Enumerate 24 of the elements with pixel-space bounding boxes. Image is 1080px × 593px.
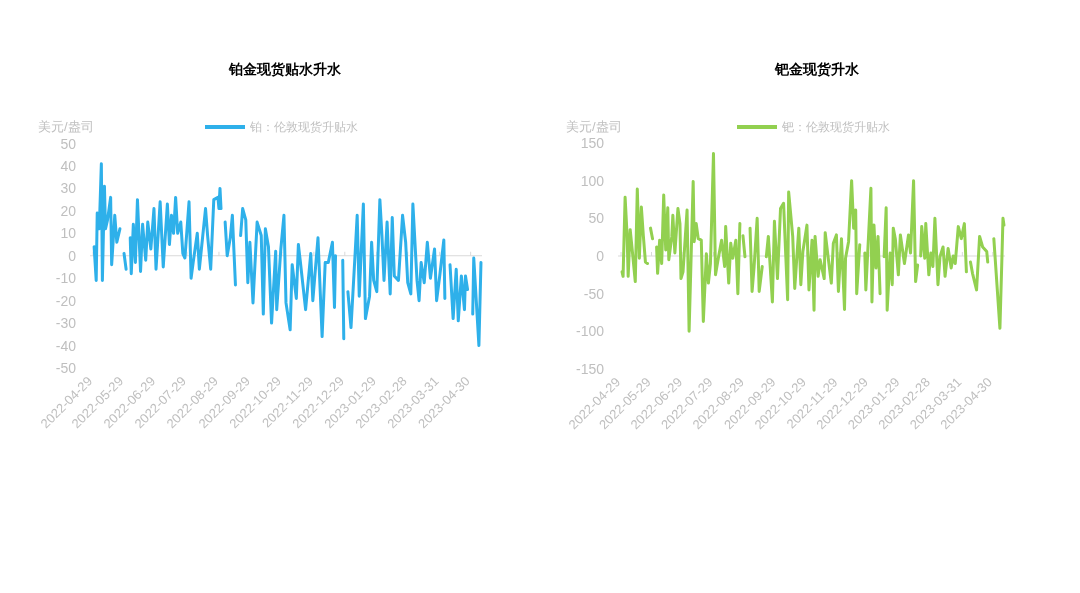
chart-title: 铂金现货贴水升水 bbox=[228, 61, 342, 77]
y-tick-label: 10 bbox=[60, 225, 77, 242]
y-tick-label: 50 bbox=[588, 210, 605, 227]
chart-title: 钯金现货升水 bbox=[774, 61, 860, 77]
y-tick-label: -10 bbox=[55, 270, 77, 287]
y-tick-label: 0 bbox=[596, 248, 605, 264]
y-tick-label: -40 bbox=[55, 337, 77, 354]
y-tick-label: 20 bbox=[60, 202, 77, 219]
y-tick-label: -150 bbox=[575, 361, 605, 377]
y-tick-label: 0 bbox=[68, 247, 77, 264]
y-tick-label: 150 bbox=[580, 135, 605, 151]
legend: 钯：伦敦现货升贴水 bbox=[737, 120, 890, 134]
legend-label: 铂：伦敦现货升贴水 bbox=[249, 120, 358, 134]
y-tick-label: -20 bbox=[55, 292, 77, 309]
y-tick-label: 100 bbox=[580, 172, 605, 189]
legend: 铂：伦敦现货升贴水 bbox=[205, 120, 358, 134]
y-tick-label: -100 bbox=[575, 323, 605, 340]
y-tick-label: -50 bbox=[55, 360, 77, 376]
legend-label: 钯：伦敦现货升贴水 bbox=[781, 120, 890, 134]
y-tick-label: 40 bbox=[60, 157, 77, 174]
y-tick-label: -50 bbox=[583, 285, 605, 302]
y-tick-label: -30 bbox=[55, 315, 77, 332]
y-tick-label: 30 bbox=[60, 180, 77, 197]
y-tick-label: 50 bbox=[60, 135, 77, 152]
